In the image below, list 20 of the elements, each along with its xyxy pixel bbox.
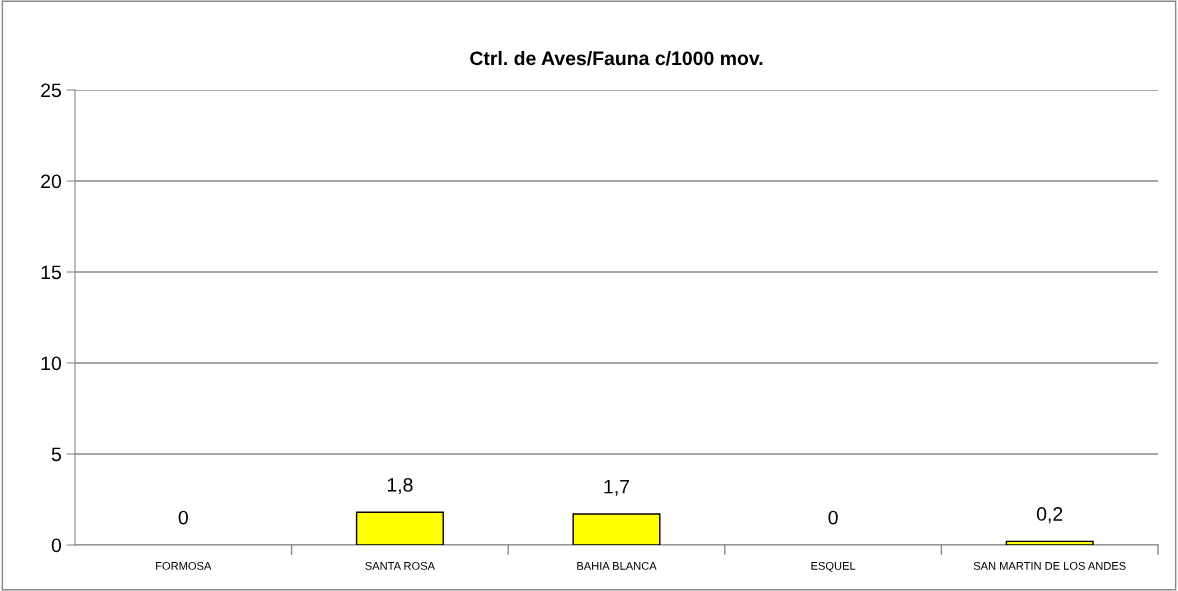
data-label: 0 (828, 510, 838, 525)
bar (355, 511, 444, 545)
y-tick-label: 15 (41, 265, 61, 280)
x-tick-label: ESQUEL (811, 561, 856, 572)
data-label: 1,7 (604, 479, 630, 496)
data-label: 0,2 (1036, 507, 1063, 524)
x-tick-label: SANTA ROSA (365, 561, 435, 570)
bar (572, 513, 661, 545)
y-tick-label: 0 (51, 538, 62, 553)
y-tick-label: 5 (51, 447, 61, 462)
x-tick-label: SAN MARTIN DE LOS ANDES (973, 561, 1126, 570)
data-label: 1,8 (387, 477, 413, 495)
y-tick-label: 20 (41, 174, 62, 189)
y-tick-label: 10 (41, 356, 62, 371)
y-tick-label: 25 (41, 83, 61, 98)
data-label: 0 (178, 510, 188, 525)
x-tick-label: BAHIA BLANCA (577, 561, 657, 570)
bar (1005, 540, 1094, 545)
x-tick-label: FORMOSA (156, 561, 212, 570)
chart-title: Ctrl. de Aves/Fauna c/1000 mov. (470, 50, 763, 66)
